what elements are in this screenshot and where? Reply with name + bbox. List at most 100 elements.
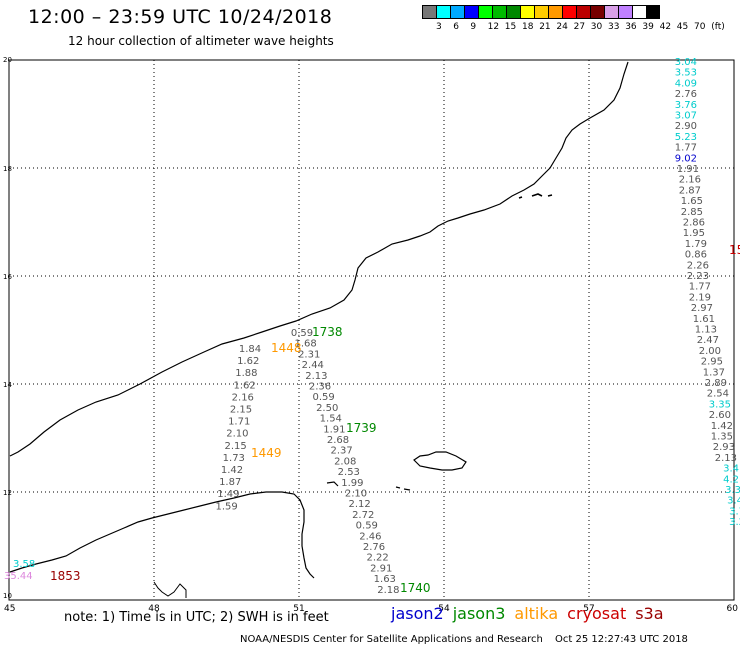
wave-height-value: 2.10 bbox=[345, 489, 367, 500]
wave-height-value: 3.3 bbox=[725, 485, 740, 496]
wave-height-value: 9.02 bbox=[675, 153, 697, 164]
wave-height-value: 1.95 bbox=[683, 228, 705, 239]
legend-label: 27 bbox=[573, 22, 586, 32]
footer-note: note: 1) Time is in UTC; 2) SWH is in fe… bbox=[64, 610, 329, 625]
lat-tick-label: 20 bbox=[3, 56, 12, 64]
pass-time-label: 1853 bbox=[50, 569, 81, 583]
wave-height-value: 2.22 bbox=[366, 553, 388, 564]
pass-time-label: 1740 bbox=[400, 581, 431, 595]
legend-label: 18 bbox=[522, 22, 534, 32]
wave-height-value: 2.16 bbox=[232, 392, 254, 403]
wave-height-value: 2.31 bbox=[298, 349, 320, 360]
wave-height-value: 1.79 bbox=[685, 239, 707, 250]
legend-swatch bbox=[464, 5, 478, 19]
wave-height-value: 2.50 bbox=[316, 403, 338, 414]
wave-height-value: 2.53 bbox=[338, 467, 360, 478]
legend-swatch bbox=[576, 5, 590, 19]
legend-swatch bbox=[492, 5, 506, 19]
legend-label: 45 bbox=[676, 22, 689, 32]
color-legend-labels: 3 6 9 12 15 18 21 24 27 30 33 36 39 42 45 70 (ft) bbox=[422, 22, 740, 34]
wave-height-value: 2.15 bbox=[224, 441, 246, 452]
wave-height-value: 1.88 bbox=[235, 368, 257, 379]
lat-tick-label: 18 bbox=[3, 165, 12, 173]
wave-height-value: 2.37 bbox=[330, 446, 352, 457]
wave-height-value: 2.90 bbox=[675, 121, 697, 132]
legend-label: 24 bbox=[556, 22, 568, 32]
legend-swatch bbox=[422, 5, 436, 19]
wave-height-value: 5.23 bbox=[675, 132, 697, 143]
page-subtitle: 12 hour collection of altimeter wave hei… bbox=[68, 34, 334, 48]
graticule: 45 48 51 54 57 60 20 18 16 14 12 10 bbox=[3, 56, 738, 614]
wave-height-value: 3.4 bbox=[727, 496, 740, 507]
wave-height-value: 1.62 bbox=[233, 380, 255, 391]
wave-height-value: 3.4 bbox=[723, 464, 739, 475]
legend-label: (ft) bbox=[711, 22, 725, 32]
wave-height-value: 2.72 bbox=[352, 510, 374, 521]
satellite-legend: jason2 jason3 altika cryosat s3a bbox=[391, 604, 673, 623]
wave-height-value: 1.77 bbox=[689, 282, 711, 293]
island-small bbox=[326, 481, 411, 491]
coast-fragment bbox=[153, 581, 187, 598]
wave-height-value: 2.97 bbox=[691, 303, 713, 314]
wave-height-value: 2.89 bbox=[705, 378, 727, 389]
page-title: 12:00 – 23:59 UTC 10/24/2018 bbox=[28, 6, 333, 28]
legend-swatch bbox=[436, 5, 450, 19]
wave-height-value: 3.58 bbox=[13, 559, 35, 570]
wave-height-value: 3.04 bbox=[675, 57, 697, 68]
lon-tick-label: 51 bbox=[293, 604, 304, 614]
wave-height-value: 0.59 bbox=[312, 392, 334, 403]
wave-height-value: 2.00 bbox=[699, 346, 721, 357]
wave-height-value: 2.15 bbox=[230, 405, 252, 416]
wave-height-value: 1.63 bbox=[374, 574, 396, 585]
legend-swatch bbox=[520, 5, 534, 19]
wave-height-value: 1.77 bbox=[675, 143, 697, 154]
track-labels: 3.043.534.092.763.763.072.905.231.779.02… bbox=[4, 57, 740, 596]
wave-height-value: 1.65 bbox=[681, 196, 703, 207]
legend-label: 21 bbox=[539, 22, 551, 32]
lat-tick-label: 10 bbox=[3, 592, 12, 600]
wave-height-value: 4.09 bbox=[675, 78, 697, 89]
legend-label: 42 bbox=[659, 22, 672, 32]
wave-height-value: 2.47 bbox=[697, 335, 719, 346]
wave-height-value: 2.13 bbox=[715, 453, 737, 464]
wave-height-value: 3.7 bbox=[729, 506, 740, 517]
pass-time-label: 1739 bbox=[346, 421, 377, 435]
legend-label: 15 bbox=[504, 22, 517, 32]
wave-height-value: 0.59 bbox=[291, 328, 313, 339]
wave-height-value: 2.76 bbox=[675, 89, 697, 100]
legend-swatch bbox=[534, 5, 548, 19]
legend-swatch bbox=[548, 5, 562, 19]
legend-swatch bbox=[632, 5, 646, 19]
wave-height-value: 4.2 bbox=[723, 474, 739, 485]
satellite-label: jason2 bbox=[391, 604, 444, 623]
legend-label: 39 bbox=[642, 22, 654, 32]
legend-swatch bbox=[506, 5, 520, 19]
legend-swatch bbox=[478, 5, 492, 19]
legend-label: 3 bbox=[436, 22, 442, 32]
legend-swatch bbox=[590, 5, 604, 19]
wave-height-value: 2.76 bbox=[363, 542, 385, 553]
legend-swatch bbox=[604, 5, 618, 19]
legend-label: 33 bbox=[608, 22, 620, 32]
wave-height-value: 2.95 bbox=[701, 357, 723, 368]
satellite-label: altika bbox=[514, 604, 559, 623]
pass-time-label: 1448 bbox=[271, 341, 302, 355]
island-kuria bbox=[518, 193, 553, 199]
wave-height-value: 2.54 bbox=[707, 389, 729, 400]
wave-height-value: 1.71 bbox=[228, 417, 250, 428]
wave-height-value: 1.99 bbox=[341, 478, 363, 489]
wave-height-value: 2.60 bbox=[709, 410, 731, 421]
legend-swatch bbox=[618, 5, 632, 19]
edge-value-label: 15 bbox=[729, 243, 740, 257]
wave-height-value: 1.91 bbox=[323, 424, 345, 435]
wave-height-value: 2.16 bbox=[679, 175, 701, 186]
map-frame bbox=[8, 59, 735, 601]
wave-height-value: 2.23 bbox=[687, 271, 709, 282]
wave-height-value: 2.18 bbox=[377, 585, 399, 596]
wave-height-value: 1.42 bbox=[711, 421, 733, 432]
lon-tick-label: 54 bbox=[438, 604, 450, 614]
legend-label: 9 bbox=[470, 22, 477, 32]
satellite-label: s3a bbox=[635, 604, 664, 623]
wave-height-value: 1.54 bbox=[320, 414, 342, 425]
wave-height-value: 2.87 bbox=[679, 185, 701, 196]
